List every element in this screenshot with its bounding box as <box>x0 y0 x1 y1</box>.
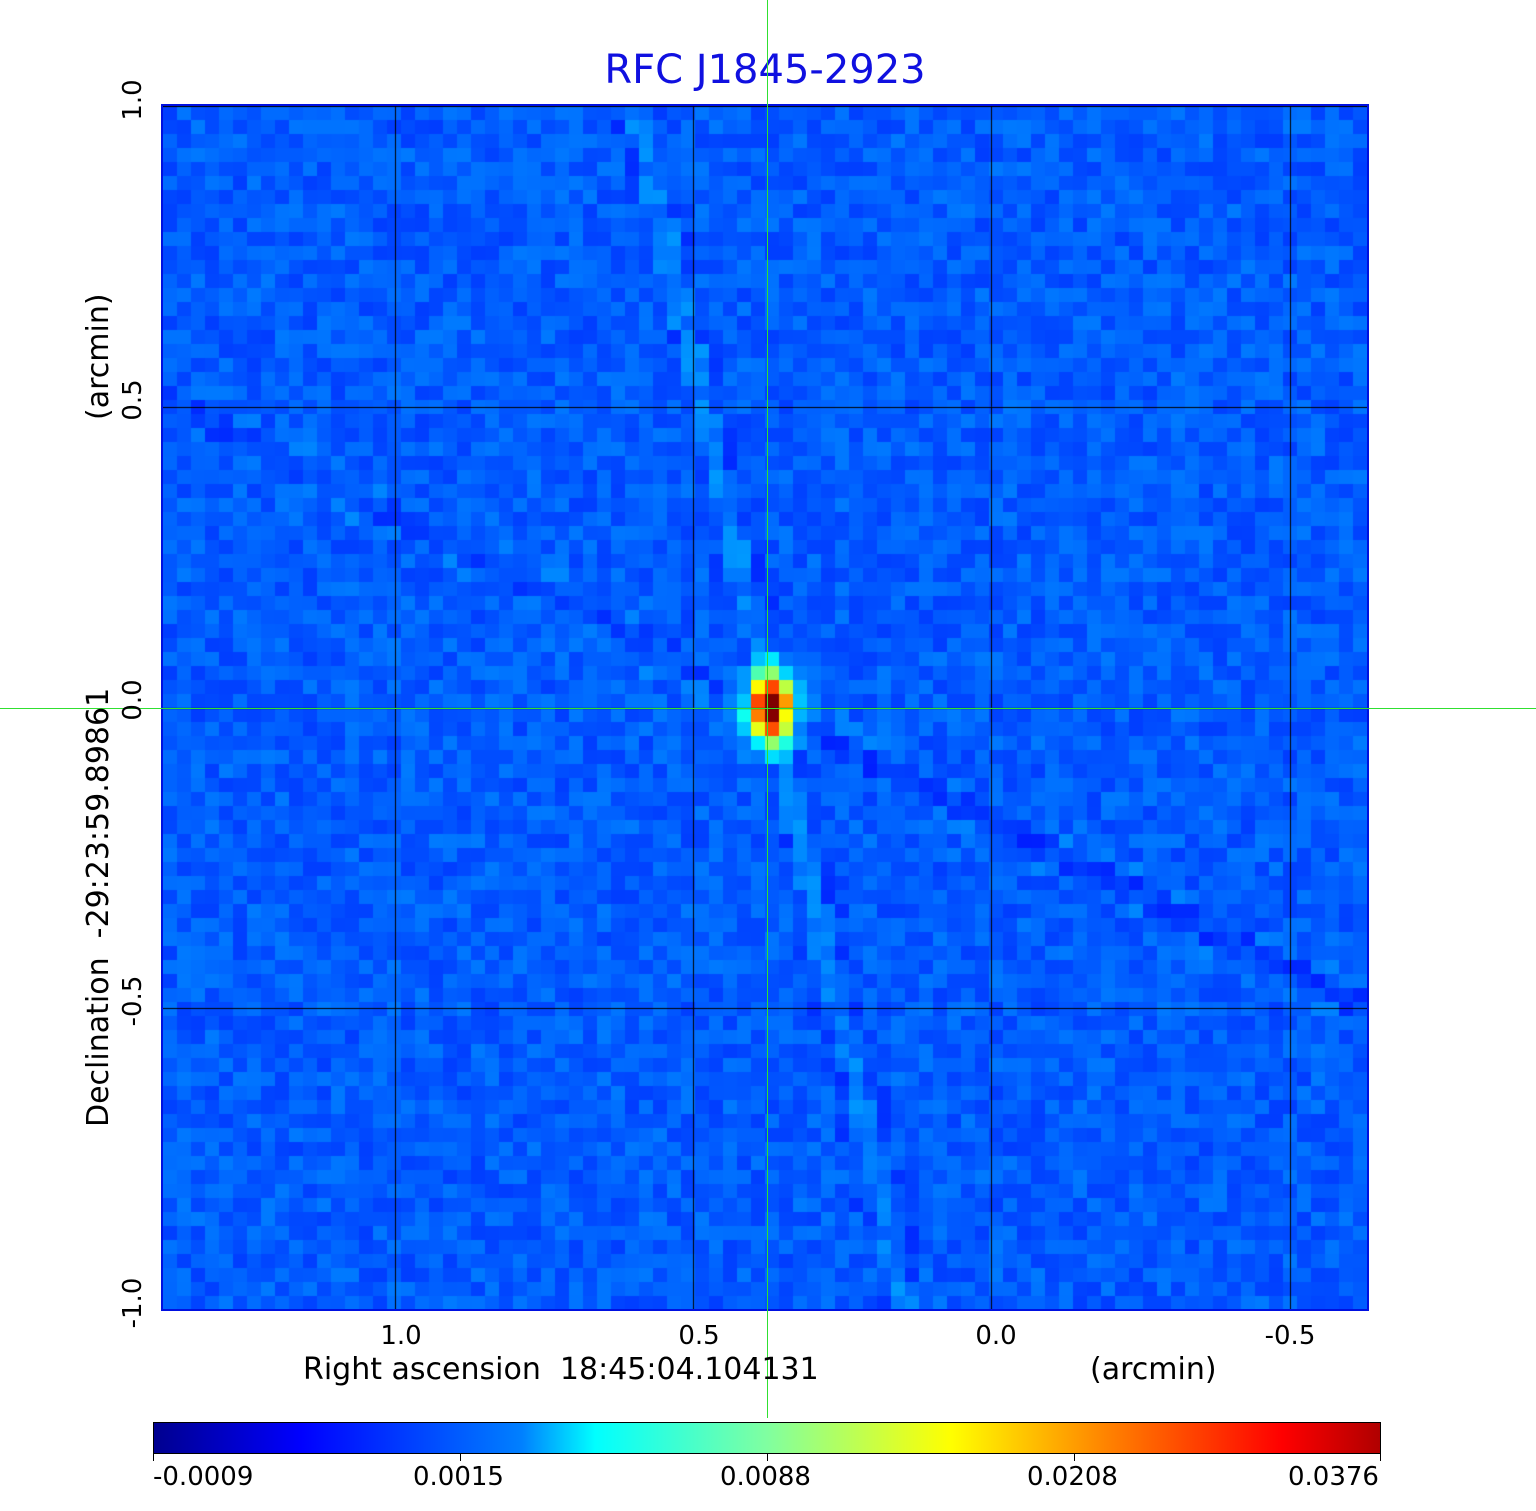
x-axis-unit: (arcmin) <box>1090 1352 1217 1387</box>
x-tick-label: -0.5 <box>1264 1321 1316 1351</box>
chart-title: RFC J1845-2923 <box>604 47 926 93</box>
y-tick-label: 1.0 <box>118 79 148 121</box>
colorbar-tick-label: 0.0088 <box>720 1462 811 1492</box>
colorbar-tick <box>1380 1453 1381 1461</box>
crosshair-horizontal <box>0 708 1536 709</box>
colorbar-tick-label: 0.0376 <box>1288 1462 1379 1492</box>
colorbar-tick-label: 0.0208 <box>1027 1462 1118 1492</box>
colorbar-tick <box>153 1453 154 1461</box>
y-tick-label: 0.5 <box>118 379 148 421</box>
y-tick-label: -0.5 <box>118 975 148 1027</box>
x-tick-label: 0.5 <box>678 1321 720 1351</box>
plot-frame <box>161 104 1369 1311</box>
colorbar-tick-label: -0.0009 <box>153 1462 254 1492</box>
colorbar <box>153 1422 1381 1454</box>
x-tick-label: 0.0 <box>975 1321 1017 1351</box>
crosshair-vertical <box>767 0 768 1418</box>
colorbar-tick <box>767 1453 768 1461</box>
colorbar-tick-label: 0.0015 <box>413 1462 504 1492</box>
y-axis-label: Declination -29:23:59.89861 <box>81 687 116 1127</box>
y-tick-label: 0.0 <box>118 679 148 721</box>
y-tick-label: -1.0 <box>118 1277 148 1329</box>
x-axis-label: Right ascension 18:45:04.104131 <box>303 1352 819 1387</box>
colorbar-tick <box>1074 1453 1075 1461</box>
colorbar-tick <box>460 1453 461 1461</box>
x-tick-label: 1.0 <box>380 1321 422 1351</box>
image-heatmap[interactable] <box>163 106 1367 1309</box>
y-axis-unit: (arcmin) <box>81 293 116 420</box>
